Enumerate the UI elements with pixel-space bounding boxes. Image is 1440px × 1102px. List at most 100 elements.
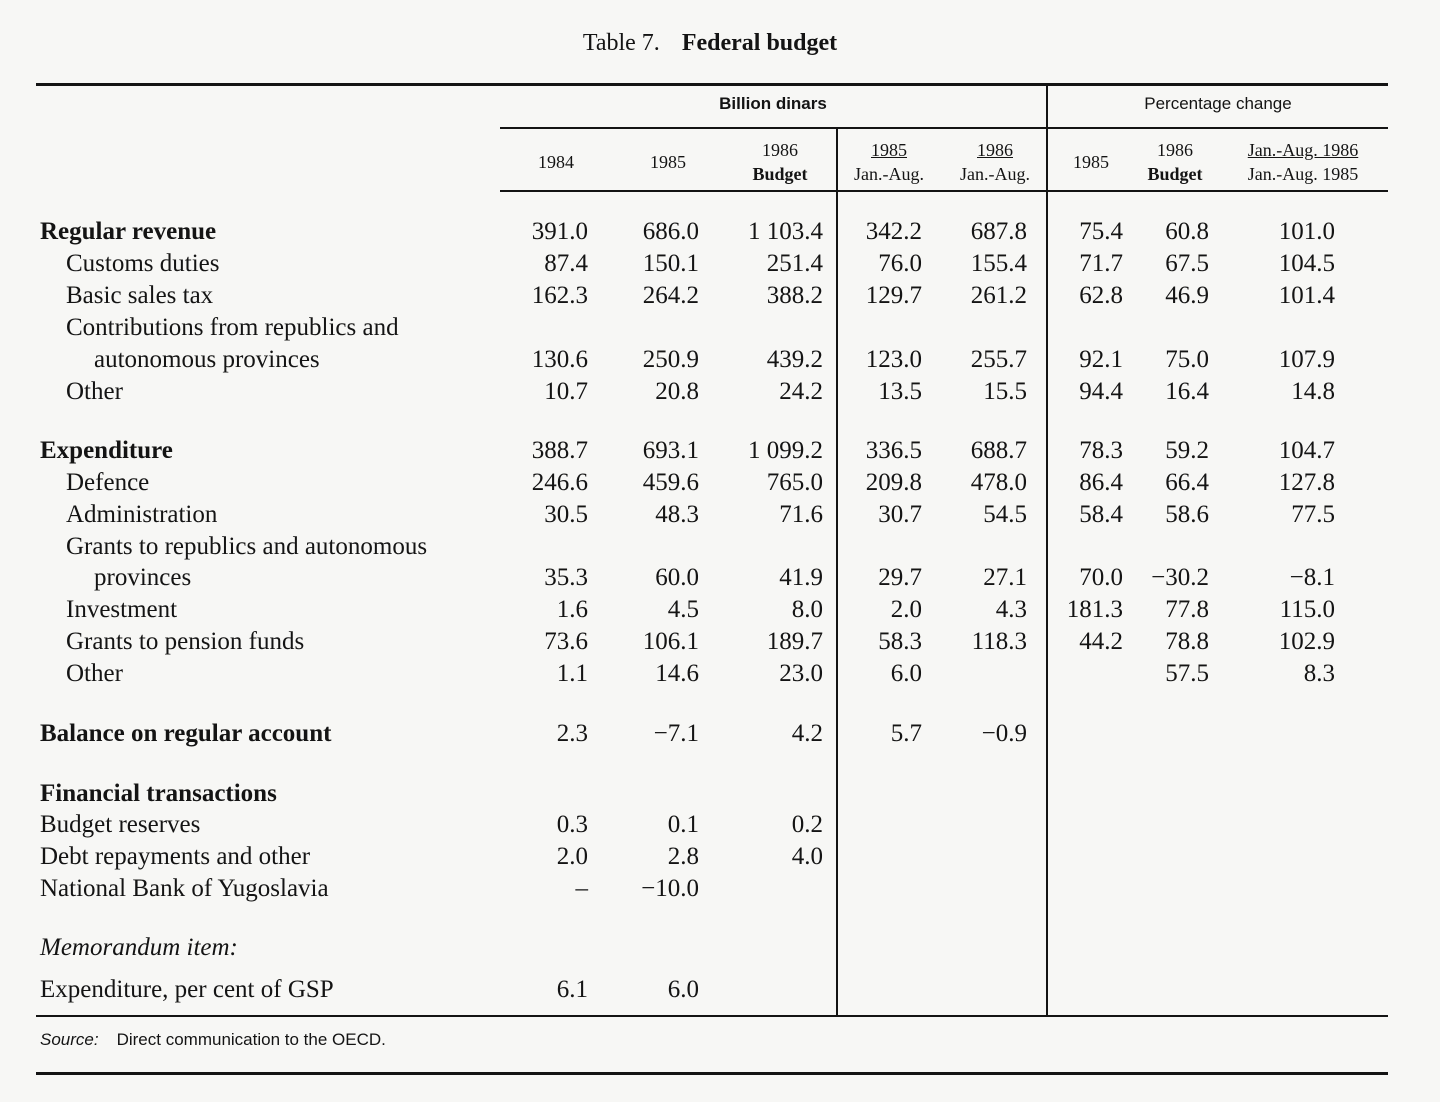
row-label: Grants to republics and autonomous: [66, 533, 428, 560]
table-cell: 336.5: [865, 437, 922, 464]
table-cell: 87.4: [544, 250, 588, 277]
table-cell: 58.4: [1079, 501, 1123, 528]
column-header: 1986 Budget: [730, 138, 830, 186]
group-header-billion: Billion dinars: [719, 94, 827, 113]
table-cell: 60.0: [655, 564, 699, 591]
table-cell: 75.0: [1165, 346, 1209, 373]
table-cell: 4.0: [791, 843, 823, 870]
table-cell: 23.0: [779, 660, 823, 687]
row-label: Expenditure: [40, 437, 173, 464]
table-cell: 66.4: [1165, 469, 1209, 496]
table-cell: 86.4: [1079, 469, 1123, 496]
row-label: Expenditure, per cent of GSP: [40, 976, 334, 1003]
table-cell: 71.7: [1079, 250, 1123, 277]
table-cell: 27.1: [983, 564, 1027, 591]
table-cell: 101.4: [1278, 282, 1335, 309]
table-cell: 4.2: [791, 720, 823, 747]
table-title: Table 7. Federal budget: [0, 30, 1420, 57]
table-cell: 150.1: [642, 250, 699, 277]
source-text: Direct communication to the OECD.: [116, 1030, 386, 1049]
table-cell: 15.5: [983, 378, 1027, 405]
row-label: National Bank of Yugoslavia: [40, 875, 329, 902]
column-header-line1: 1985: [650, 152, 686, 172]
column-header: 1984: [511, 150, 601, 174]
column-header-line1: Jan.-Aug. 1986: [1247, 140, 1359, 160]
table-cell: 687.8: [970, 218, 1027, 245]
table-cell: 24.2: [779, 378, 823, 405]
table-cell: 29.7: [878, 564, 922, 591]
table-cell: −7.1: [653, 720, 699, 747]
table-cell: 106.1: [642, 628, 699, 655]
table-cell: 4.5: [667, 596, 699, 623]
table-cell: 41.9: [779, 564, 823, 591]
table-cell: 693.1: [642, 437, 699, 464]
table-cell: 246.6: [531, 469, 588, 496]
table-cell: 14.8: [1291, 378, 1335, 405]
table-cell: −30.2: [1151, 564, 1209, 591]
column-header-line2: Jan.-Aug.: [960, 164, 1030, 184]
table-cell: 388.7: [531, 437, 588, 464]
table-cell: 181.3: [1066, 596, 1123, 623]
table-cell: 30.7: [878, 501, 922, 528]
table-cell: 44.2: [1079, 628, 1123, 655]
column-header-line1: 1985: [871, 140, 907, 160]
table-cell: 58.3: [878, 628, 922, 655]
column-header-line2: Budget: [1147, 164, 1203, 184]
table-cell: 20.8: [655, 378, 699, 405]
table-cell: 62.8: [1079, 282, 1123, 309]
table-cell: 162.3: [531, 282, 588, 309]
source-note: Source: Direct communication to the OECD.: [40, 1030, 386, 1050]
group-rule-pct: [1048, 127, 1388, 129]
column-header-line2: Jan.-Aug. 1985: [1247, 164, 1359, 184]
table-cell: 6.0: [890, 660, 922, 687]
row-label: Other: [66, 660, 123, 687]
row-label: Memorandum item:: [40, 934, 238, 961]
header-bottom-rule: [500, 190, 1388, 192]
table-cell: 1 099.2: [748, 437, 823, 464]
table-number: Table 7.: [582, 30, 660, 56]
column-header-line1: 1986: [1157, 140, 1193, 160]
row-label: Grants to pension funds: [66, 628, 305, 655]
row-label: Debt repayments and other: [40, 843, 311, 870]
table-cell: 250.9: [642, 346, 699, 373]
row-label: Investment: [66, 596, 178, 623]
table-cell: 127.8: [1278, 469, 1335, 496]
table-cell: 4.3: [995, 596, 1027, 623]
table-cell: 115.0: [1279, 596, 1335, 623]
row-label: provinces: [94, 564, 192, 591]
column-header: 1985: [1051, 150, 1131, 174]
table-bottom-rule: [36, 1015, 1388, 1017]
source-prefix: Source:: [40, 1030, 99, 1049]
table-cell: –: [575, 875, 589, 902]
table-cell: 46.9: [1165, 282, 1209, 309]
column-header-line2: Jan.-Aug.: [854, 164, 924, 184]
table-cell: 189.7: [766, 628, 823, 655]
table-cell: 70.0: [1079, 564, 1123, 591]
table-cell: 77.8: [1165, 596, 1209, 623]
table-cell: 101.0: [1278, 218, 1335, 245]
table-cell: 57.5: [1165, 660, 1209, 687]
table-cell: 73.6: [544, 628, 588, 655]
table-cell: 76.0: [878, 250, 922, 277]
row-label: Defence: [66, 469, 150, 496]
table-cell: 2.3: [556, 720, 588, 747]
table-cell: −0.9: [981, 720, 1027, 747]
table-cell: 107.9: [1278, 346, 1335, 373]
table-cell: 2.8: [667, 843, 699, 870]
top-rule: [36, 83, 1388, 86]
table-cell: 104.5: [1278, 250, 1335, 277]
table-cell: 765.0: [766, 469, 823, 496]
table-cell: 1 103.4: [748, 218, 823, 245]
table-cell: 391.0: [531, 218, 588, 245]
table-cell: 130.6: [531, 346, 588, 373]
table-cell: 78.3: [1079, 437, 1123, 464]
table-cell: 54.5: [983, 501, 1027, 528]
column-header: 1985: [623, 150, 713, 174]
table-cell: 78.8: [1165, 628, 1209, 655]
page-bottom-rule: [36, 1072, 1388, 1075]
table-cell: 58.6: [1165, 501, 1209, 528]
table-cell: −8.1: [1289, 564, 1335, 591]
table-cell: 123.0: [865, 346, 922, 373]
column-header: 1986 Budget: [1130, 138, 1220, 186]
table-cell: 104.7: [1278, 437, 1335, 464]
